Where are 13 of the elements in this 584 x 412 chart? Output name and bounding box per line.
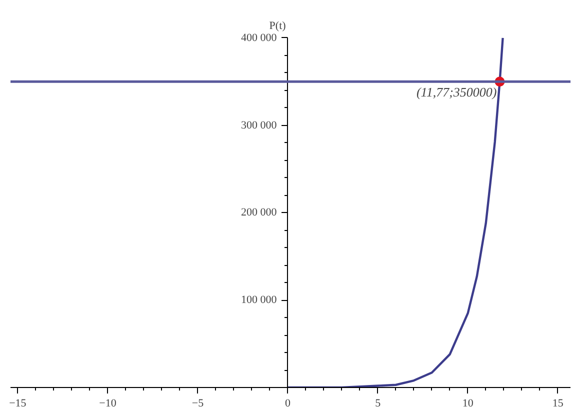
x-tick-label: −15 [9,398,27,410]
x-tick-label: 15 [552,398,564,410]
x-tick-label: 0 [285,398,292,410]
x-tick-label: −10 [99,398,117,410]
annotation: (11,77;350000) [416,84,497,100]
y-tick-label: 100 000 [241,294,278,306]
x-tick-label: 5 [375,398,382,410]
x-tick-label: −5 [192,398,204,410]
y-tick-label: 200 000 [241,206,278,219]
y-tick-label: 400 000 [241,32,278,44]
x-tick-label: 10 [462,398,474,410]
y-axis-title: P(t) [269,20,286,32]
y-tick-label: 300 000 [241,119,278,132]
